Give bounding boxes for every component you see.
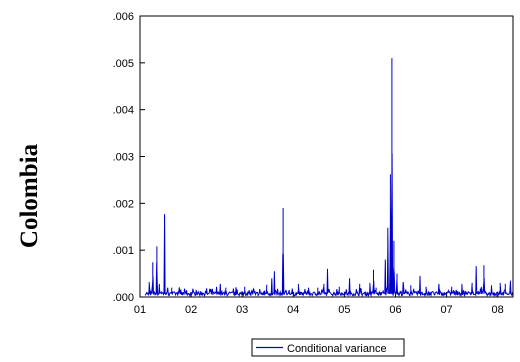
y-tick-label: .005 [113, 58, 134, 70]
y-tick-label: .002 [113, 198, 134, 210]
y-tick-label: .006 [113, 11, 134, 23]
plot-frame [139, 15, 514, 298]
x-tick-label: 03 [236, 304, 248, 316]
y-tick-label: .004 [113, 105, 134, 117]
legend-label: Conditional variance [287, 343, 387, 355]
y-axis: .000 .001 .002 .003 .004 .005 .006 [113, 11, 145, 304]
y-tick-label: .001 [113, 245, 134, 257]
x-tick-label: 05 [338, 304, 350, 316]
series-line-conditional-variance [144, 58, 514, 298]
x-tick-label: 02 [185, 304, 197, 316]
y-tick-label: .003 [113, 152, 134, 164]
x-tick-label: 07 [440, 304, 452, 316]
x-tick-label: 04 [287, 304, 299, 316]
x-axis: 01 02 03 04 05 06 07 08 [134, 292, 504, 316]
legend: Conditional variance [251, 338, 405, 357]
x-tick-label: 01 [134, 304, 146, 316]
x-tick-label: 06 [389, 304, 401, 316]
x-tick-label: 08 [492, 304, 504, 316]
legend-box [251, 338, 405, 357]
y-tick-label: .000 [113, 292, 134, 304]
